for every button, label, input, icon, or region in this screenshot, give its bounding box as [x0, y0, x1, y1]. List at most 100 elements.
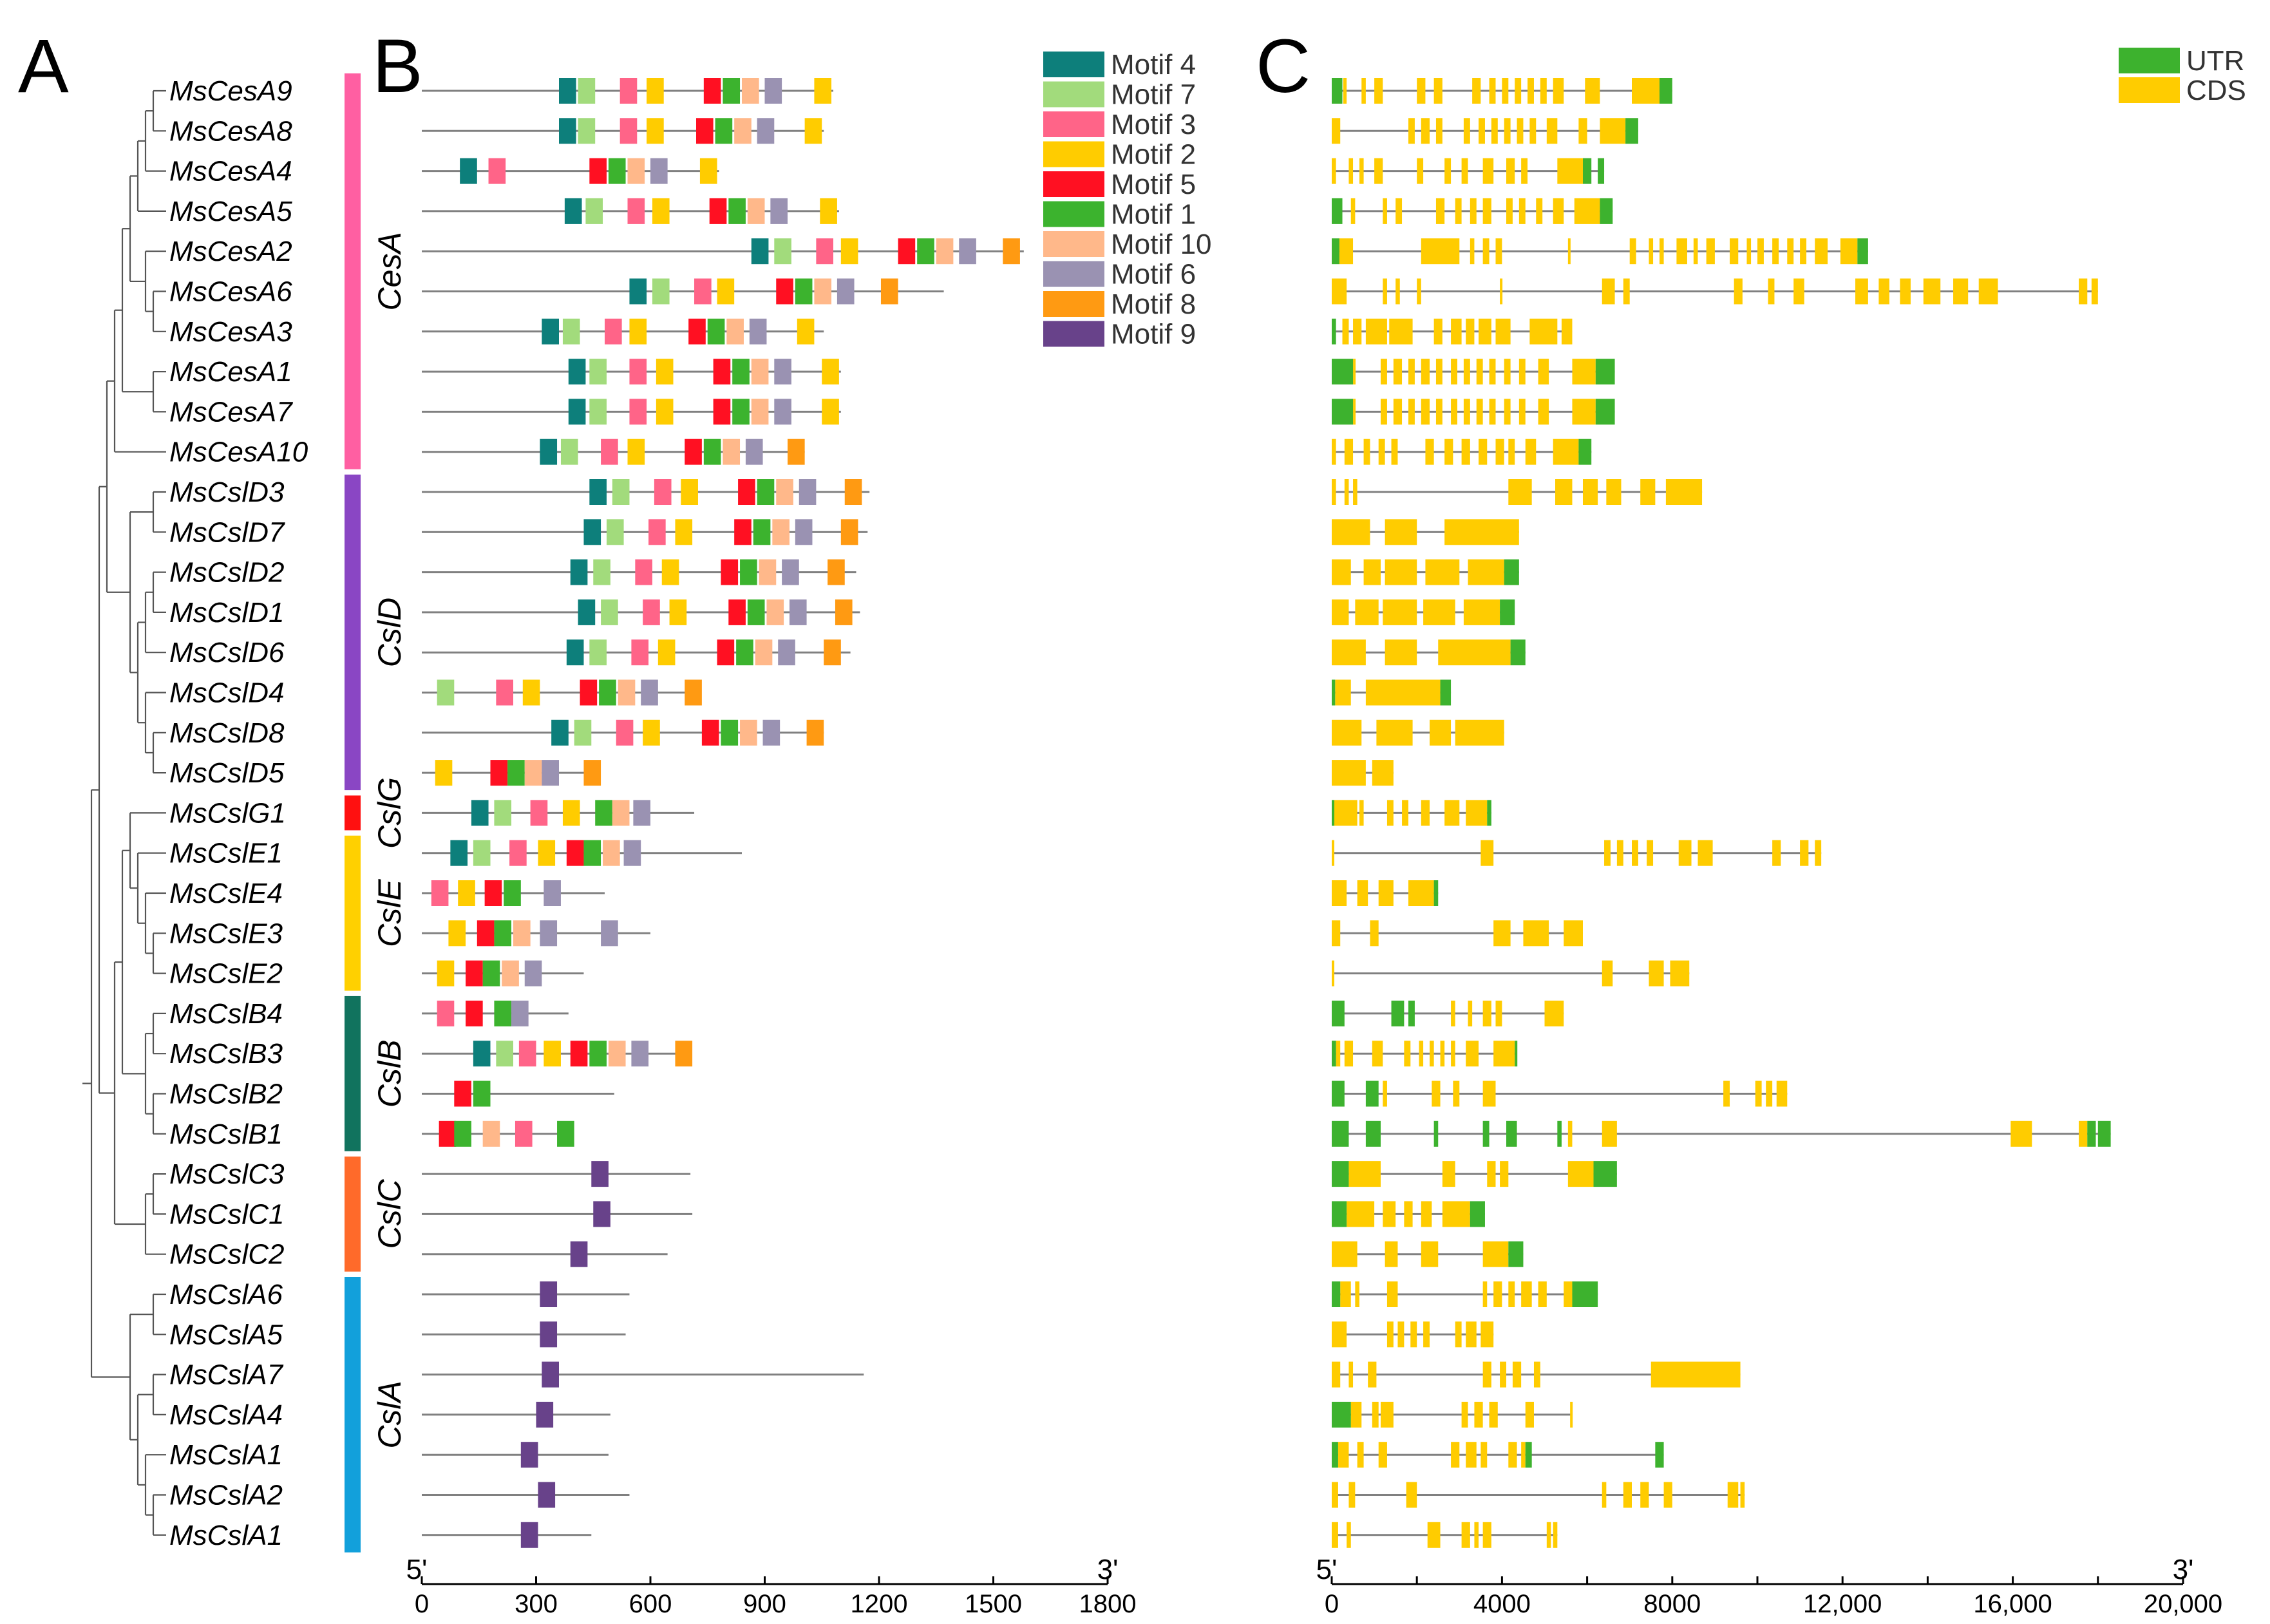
cds-block [1332, 519, 1370, 545]
utr-block [2097, 1120, 2111, 1147]
utr-block [1487, 800, 1491, 826]
utr-block [1332, 1161, 1349, 1187]
axis-end-5prime: 5' [1316, 1554, 1338, 1585]
cds-block [1468, 1000, 1473, 1026]
cds-block [1663, 1482, 1672, 1508]
cds-block [1335, 679, 1351, 706]
motif-box [774, 238, 791, 265]
utr-block [1332, 318, 1336, 345]
cds-block [1489, 1401, 1498, 1428]
cds-block [1734, 278, 1743, 305]
cds-block [1336, 1041, 1341, 1067]
motif-box [437, 1000, 455, 1026]
motif-box [520, 1522, 538, 1548]
cds-block [1555, 479, 1573, 505]
motif-box [643, 599, 660, 625]
cds-block [1365, 679, 1441, 706]
cds-block [1815, 238, 1828, 265]
motif-box [837, 278, 855, 305]
gene-label: MsCslE3 [169, 918, 283, 949]
motif-box [635, 559, 652, 585]
cds-block [1606, 479, 1622, 505]
motif-box [466, 1000, 483, 1026]
utr-block [1332, 198, 1343, 224]
cds-block [1800, 840, 1809, 866]
cds-block [1602, 278, 1615, 305]
cds-block [1386, 1321, 1394, 1348]
motif-box [694, 278, 712, 305]
motif-box [605, 318, 622, 345]
cds-block [1432, 1081, 1441, 1107]
motif-box [448, 920, 466, 947]
cds-block [1482, 1522, 1491, 1548]
cds-block [1451, 359, 1457, 385]
motif-box [578, 118, 596, 144]
cds-block [1355, 599, 1379, 625]
motif-box [782, 559, 799, 585]
gene-label: MsCslB2 [169, 1079, 283, 1110]
cds-block [2079, 278, 2088, 305]
cds-block [1533, 1361, 1540, 1388]
phylogenetic-tree [82, 90, 166, 1536]
cds-block [1482, 198, 1491, 224]
cds-block [1461, 158, 1468, 184]
cds-block [1482, 1281, 1488, 1307]
cds-block [1508, 1442, 1517, 1468]
motif-box [599, 679, 616, 706]
cds-block [1451, 1442, 1460, 1468]
motif-box [601, 920, 618, 947]
cds-block [1632, 840, 1638, 866]
motif-box [542, 318, 559, 345]
cds-block [1553, 439, 1579, 465]
cds-block [1395, 198, 1403, 224]
motif-box [629, 318, 647, 345]
motif-box [530, 800, 548, 826]
cds-block [1500, 278, 1503, 305]
motif-box [460, 158, 477, 184]
cds-block [1489, 78, 1496, 104]
cds-block [1793, 278, 1804, 305]
gene-label: MsCslG1 [169, 797, 286, 829]
motif-box [494, 920, 512, 947]
gene-label: MsCslD7 [169, 516, 285, 548]
cds-block [1383, 278, 1387, 305]
motif-box [431, 880, 449, 906]
motif-box [520, 1442, 538, 1468]
cds-block [1344, 1041, 1354, 1067]
motif-box [650, 158, 668, 184]
family-bar [345, 835, 361, 991]
cds-block [1332, 1522, 1338, 1548]
cds-block [1585, 78, 1600, 104]
motif-box [568, 359, 586, 385]
motif-box [540, 1321, 558, 1348]
motif-box [766, 599, 784, 625]
cds-block [1385, 1241, 1398, 1267]
gene-label: MsCesA8 [169, 115, 292, 147]
legend-label: Motif 3 [1111, 109, 1196, 140]
cds-block [1602, 1120, 1617, 1147]
motif-box [606, 519, 624, 545]
family-bar [345, 73, 361, 469]
motif-box [603, 840, 620, 866]
motif-box [641, 679, 658, 706]
motif-box [623, 840, 641, 866]
cds-block [1376, 719, 1413, 746]
cds-block [1506, 198, 1513, 224]
cds-block [1878, 278, 1889, 305]
cds-block [1386, 800, 1394, 826]
motif-box [618, 679, 636, 706]
motif-box [542, 1361, 559, 1388]
cds-block [1649, 960, 1664, 987]
motif-box [518, 1041, 536, 1067]
cds-block [1544, 1000, 1564, 1026]
motif-box [747, 599, 765, 625]
motif-box [840, 238, 858, 265]
legend-swatch [1043, 321, 1104, 347]
cds-block [1479, 118, 1485, 144]
motif-box [814, 78, 832, 104]
cds-block [1451, 399, 1457, 425]
cds-block [1404, 1201, 1413, 1227]
cds-block [1495, 1000, 1502, 1026]
motif-box [656, 359, 674, 385]
cds-block [1372, 1041, 1383, 1067]
